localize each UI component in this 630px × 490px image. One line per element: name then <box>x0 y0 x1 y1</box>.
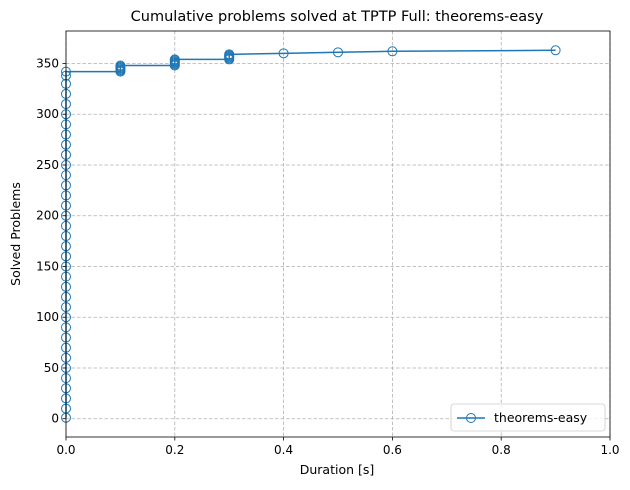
legend-marker <box>466 413 476 423</box>
y-tick-label: 0 <box>51 412 59 426</box>
y-axis: 0 50 100 150 200 250 300 350 <box>36 56 66 426</box>
y-tick-label: 300 <box>36 107 59 121</box>
x-tick-label: 0.2 <box>165 443 184 457</box>
legend: theorems-easy <box>450 403 606 432</box>
x-axis-label: Duration [s] <box>300 462 375 477</box>
x-tick-label: 0.0 <box>56 443 75 457</box>
x-tick-label: 0.4 <box>274 443 293 457</box>
grid <box>65 31 611 437</box>
data-point <box>115 60 126 71</box>
y-tick-label: 50 <box>44 361 59 375</box>
x-tick-label: 1.0 <box>600 443 619 457</box>
legend-label: theorems-easy <box>494 410 588 425</box>
y-tick-label: 250 <box>36 158 59 172</box>
y-tick-label: 350 <box>36 56 59 70</box>
legend-box <box>450 403 606 432</box>
plot-frame <box>65 30 611 438</box>
x-axis: 0.0 0.2 0.4 0.6 0.8 1.0 <box>56 437 620 457</box>
data-point <box>224 49 235 60</box>
data-point <box>333 47 343 58</box>
data-point <box>169 54 180 65</box>
x-tick-label: 0.8 <box>492 443 511 457</box>
y-tick-label: 200 <box>36 209 59 223</box>
data-point <box>387 46 398 57</box>
y-tick-label: 100 <box>36 310 59 324</box>
x-tick-label: 0.6 <box>383 443 402 457</box>
chart-title: Cumulative problems solved at TPTP Full:… <box>131 9 544 25</box>
data-point <box>278 48 289 59</box>
y-axis-label: Solved Problems <box>8 182 23 286</box>
y-tick-label: 150 <box>36 259 59 273</box>
data-point <box>550 45 561 56</box>
